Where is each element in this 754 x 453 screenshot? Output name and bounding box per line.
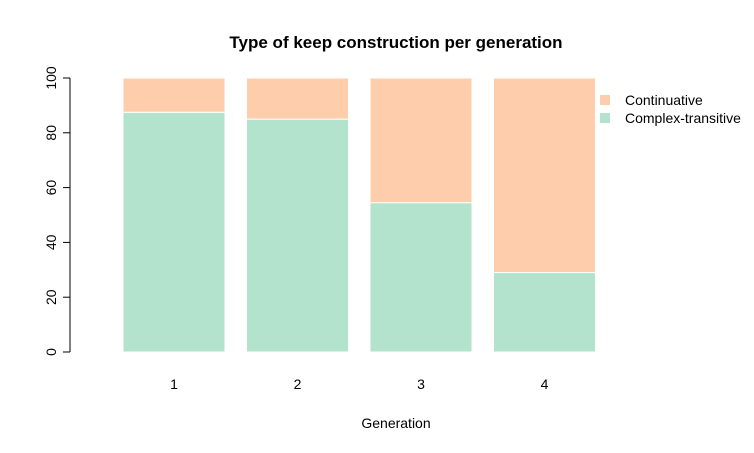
bar-segment-complex-transitive [122, 111, 226, 353]
x-tick-label: 2 [294, 376, 302, 392]
y-tick-label: 0 [43, 348, 59, 356]
x-tick-labels: 1 2 3 4 [170, 376, 549, 392]
y-tick-label: 80 [43, 125, 59, 141]
bar-segment-complex-transitive [369, 202, 473, 353]
bar-segment-continuative [369, 77, 473, 204]
bar-segment-continuative [122, 77, 226, 113]
y-axis: 0 20 40 60 80 100 [43, 66, 71, 356]
legend-label: Complex-transitive [625, 110, 741, 126]
y-tick-label: 100 [43, 66, 59, 90]
chart-title: Type of keep construction per generation [229, 33, 562, 52]
bar-segment-complex-transitive [246, 118, 349, 353]
bar-segment-continuative [246, 77, 349, 120]
legend-label: Continuative [625, 92, 703, 108]
x-tick-label: 3 [417, 376, 425, 392]
bars [122, 77, 596, 353]
bar-segment-complex-transitive [493, 272, 596, 353]
y-tick-label: 20 [43, 289, 59, 305]
y-tick-label: 60 [43, 180, 59, 196]
legend-swatch [600, 95, 610, 105]
x-axis-label: Generation [361, 415, 430, 431]
bar-segment-continuative [493, 77, 596, 274]
y-tick-label: 40 [43, 234, 59, 250]
legend-swatch [600, 113, 610, 123]
x-tick-label: 4 [541, 376, 549, 392]
legend: Continuative Complex-transitive [600, 92, 741, 126]
x-tick-label: 1 [170, 376, 178, 392]
